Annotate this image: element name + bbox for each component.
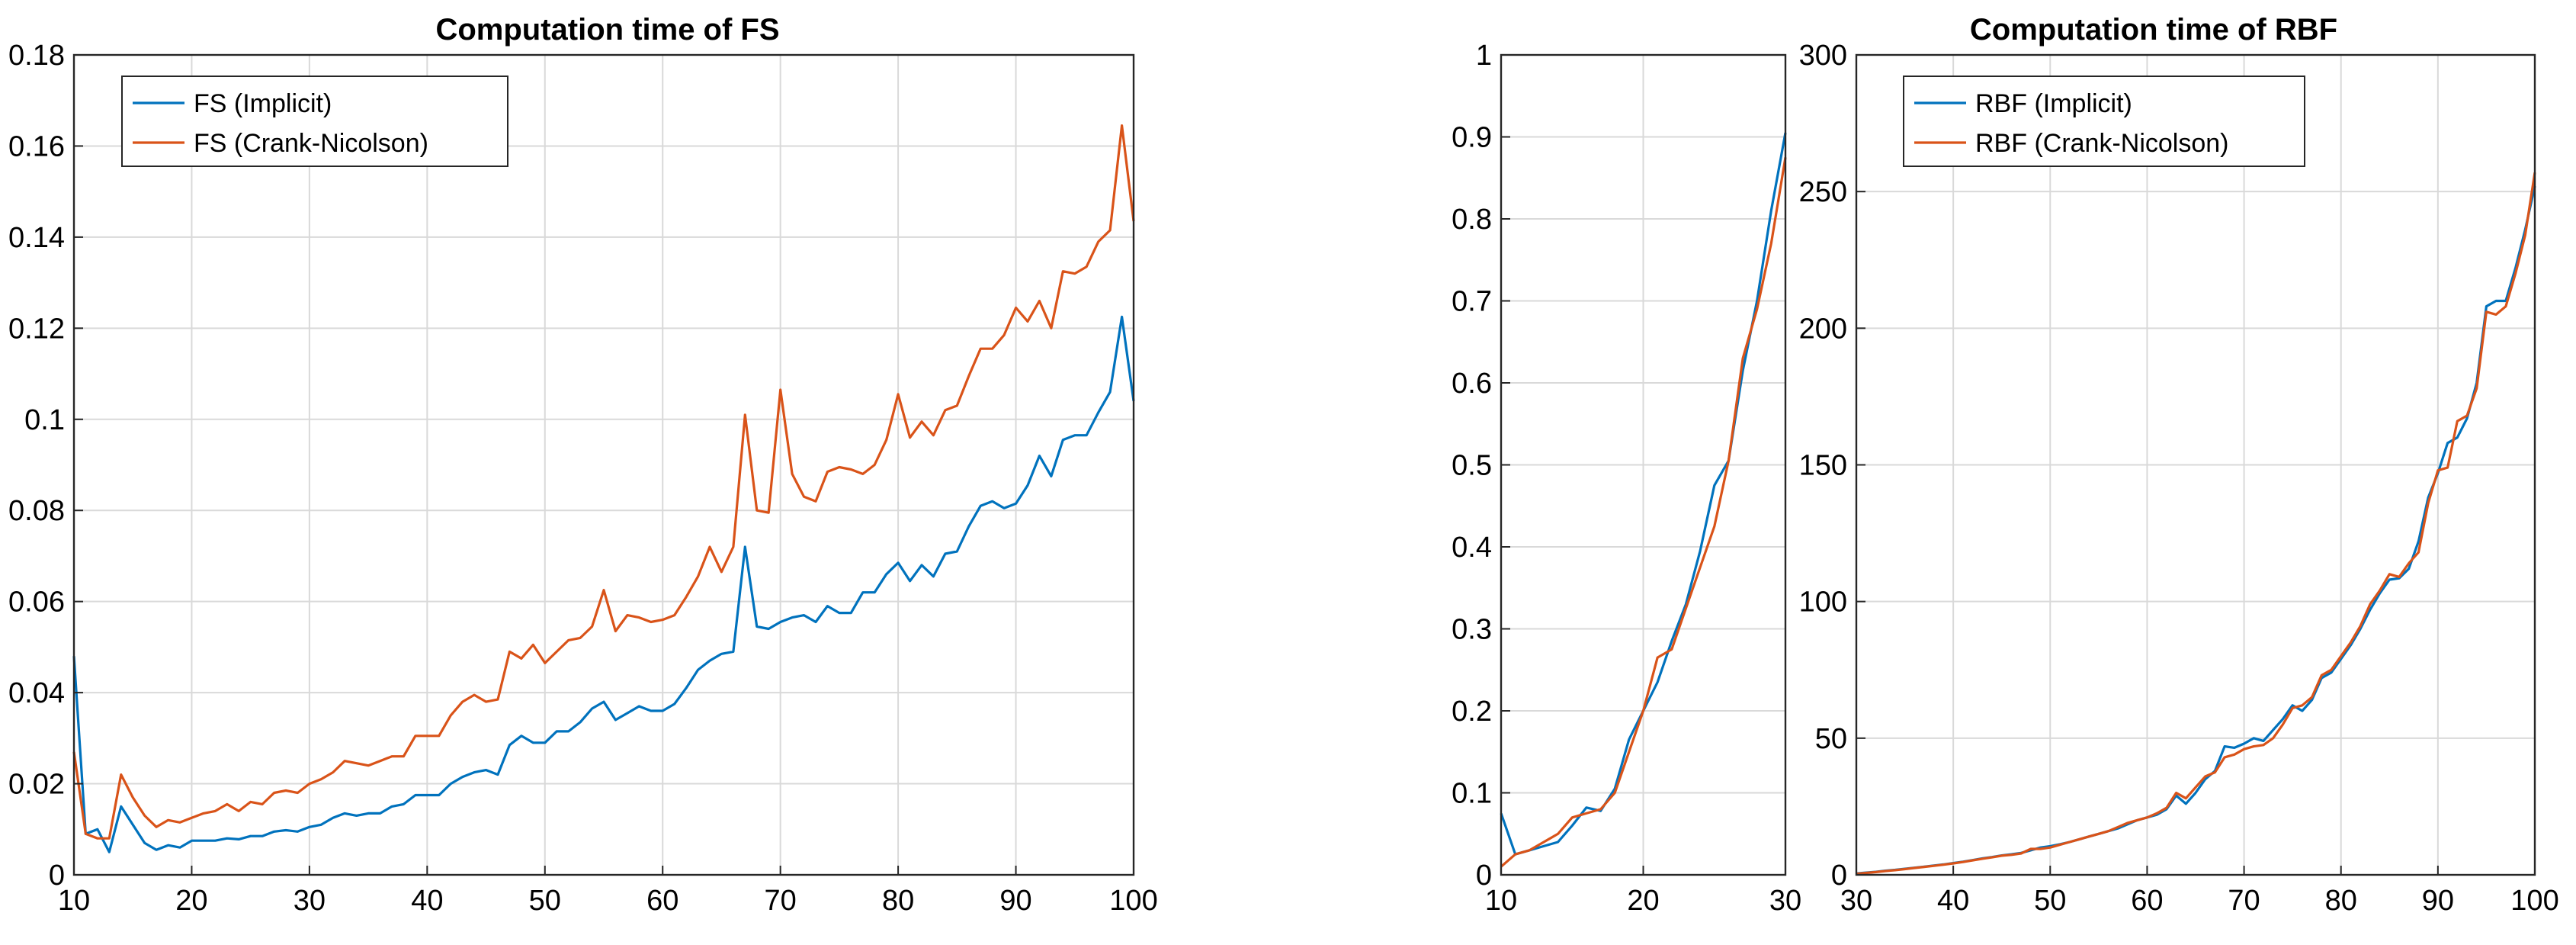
fs-chart: Computation time of FS 10 20 30 40 50 60 70 80 9… <box>8 13 1158 917</box>
y-tick-label: 300 <box>1799 40 1847 72</box>
legend-label: FS (Implicit) <box>194 89 332 118</box>
y-tick-label: 0.08 <box>8 495 65 527</box>
rbf-chart: Computation time of RBF 30 40 50 60 70 80 90 10… <box>1799 13 2559 917</box>
y-tick-label: 250 <box>1799 176 1847 208</box>
y-tick-label: 0.4 <box>1452 532 1492 564</box>
y-tick-label: 0.9 <box>1452 122 1492 154</box>
legend-box <box>1903 76 2305 167</box>
y-tick-label: 0 <box>1831 860 1847 892</box>
x-tick-label: 30 <box>1769 885 1801 917</box>
x-tick-label: 60 <box>2131 885 2163 917</box>
y-tick-label: 0.04 <box>8 677 65 709</box>
series-line-crank-nicolson <box>1500 157 1787 868</box>
plot-area <box>74 55 1134 875</box>
series-line-implicit <box>72 315 1135 853</box>
x-tick-label: 90 <box>999 885 1031 917</box>
legend-label: RBF (Implicit) <box>1975 89 2132 118</box>
x-tick-label: 30 <box>1840 885 1872 917</box>
x-tick-label: 70 <box>2228 885 2260 917</box>
x-tick-label: 100 <box>2510 885 2558 917</box>
fs-vs-rbf-zoom-chart: 10 20 30 0 0.1 0.2 0.3 0.4 0.5 0.6 0.7 0.8 0.9 1 <box>1452 40 1801 917</box>
y-tick-label: 200 <box>1799 313 1847 345</box>
y-tick-label: 0.3 <box>1452 614 1492 646</box>
legend-box <box>121 76 508 167</box>
y-tick-label: 100 <box>1799 587 1847 619</box>
x-tick-label: 90 <box>2422 885 2454 917</box>
y-tick-label: 0.12 <box>8 313 65 345</box>
axes-frame <box>1855 53 2536 876</box>
legend-label: RBF (Crank-Nicolson) <box>1975 129 2229 158</box>
y-tick-label: 1 <box>1476 40 1492 72</box>
y-tick-label: 0.02 <box>8 769 65 801</box>
x-tick-label: 20 <box>1627 885 1659 917</box>
x-tick-label: 80 <box>882 885 914 917</box>
x-tick-label: 20 <box>175 885 207 917</box>
x-tick-label: 70 <box>765 885 797 917</box>
series-line-crank-nicolson <box>1856 172 2536 876</box>
axes-frame <box>72 53 1135 876</box>
x-tick-label: 40 <box>1937 885 1969 917</box>
y-tick-label: 0.8 <box>1452 204 1492 236</box>
x-tick-label: 30 <box>294 885 326 917</box>
x-tick-label: 10 <box>58 885 90 917</box>
x-tick-label: 50 <box>2034 885 2066 917</box>
y-tick-label: 0.1 <box>24 404 65 436</box>
y-tick-label: 0.2 <box>1452 696 1492 728</box>
y-tick-label: 0.1 <box>1452 778 1492 810</box>
y-tick-label: 150 <box>1799 450 1847 482</box>
series-line-crank-nicolson <box>72 124 1135 840</box>
y-tick-label: 50 <box>1815 723 1847 755</box>
y-tick-label: 0.18 <box>8 40 65 72</box>
x-tick-label: 40 <box>411 885 443 917</box>
rbf-chart-title: Computation time of RBF <box>1970 13 2337 47</box>
y-tick-label: 0.16 <box>8 130 65 162</box>
x-tick-label: 80 <box>2325 885 2357 917</box>
y-tick-label: 0 <box>49 860 65 892</box>
y-tick-label: 0.14 <box>8 222 65 254</box>
y-tick-label: 0.7 <box>1452 286 1492 318</box>
x-tick-label: 10 <box>1485 885 1517 917</box>
y-tick-label: 0 <box>1476 860 1492 892</box>
x-tick-label: 60 <box>646 885 678 917</box>
x-tick-label: 100 <box>1109 885 1157 917</box>
y-tick-label: 0.06 <box>8 587 65 619</box>
axes-frame <box>1500 53 1787 876</box>
y-tick-label: 0.6 <box>1452 368 1492 400</box>
x-tick-label: 50 <box>529 885 561 917</box>
fs-chart-title: Computation time of FS <box>435 13 779 47</box>
legend-label: FS (Crank-Nicolson) <box>194 129 428 158</box>
y-tick-label: 0.5 <box>1452 450 1492 482</box>
